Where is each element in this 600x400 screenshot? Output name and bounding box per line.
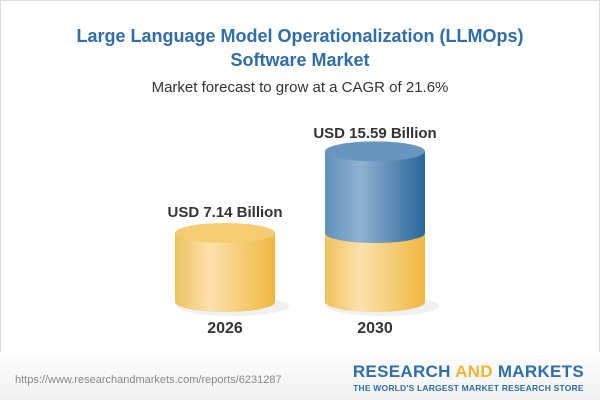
category-label-2026: 2026 xyxy=(207,320,243,337)
cylinder-2026-top xyxy=(175,223,275,243)
research-and-markets-logo: RESEARCH AND MARKETS THE WORLD'S LARGEST… xyxy=(352,362,584,393)
category-label-2030: 2030 xyxy=(357,320,393,337)
chart-subtitle: Market forecast to grow at a CAGR of 21.… xyxy=(151,79,449,96)
data-label-2030: USD 15.59 Billion xyxy=(313,125,436,142)
cylinder-2030-growth-top xyxy=(325,141,425,162)
data-label-2026: USD 7.14 Billion xyxy=(167,204,282,221)
cylinder-2030-base-body xyxy=(325,233,425,312)
cylinder-2026-body xyxy=(175,233,275,312)
cylinder-2030-growth-body xyxy=(325,151,425,243)
chart-title: Large Language Model Operationalization … xyxy=(76,26,524,70)
source-url[interactable]: https://www.researchandmarkets.com/repor… xyxy=(15,374,282,386)
footer xyxy=(0,352,600,400)
